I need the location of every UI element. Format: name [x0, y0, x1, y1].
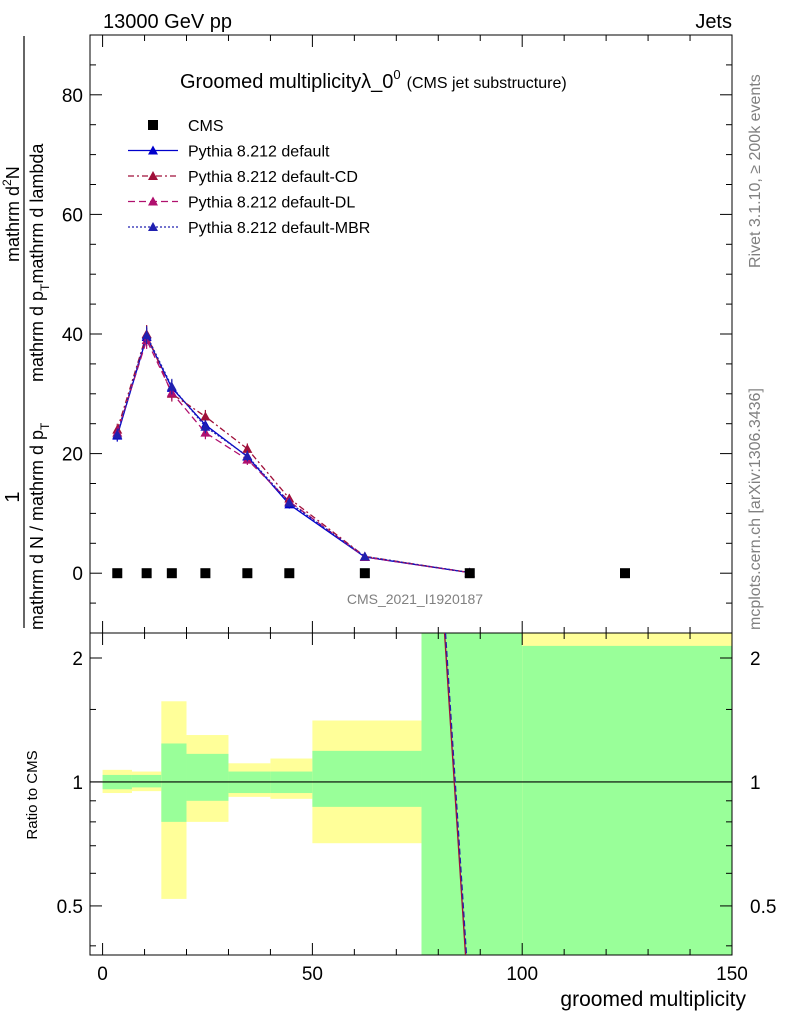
- legend-label: Pythia 8.212 default: [188, 144, 330, 161]
- legend-marker: [148, 171, 158, 180]
- y-tick-label: 80: [62, 86, 83, 107]
- ratio-tick-label-left: 0.5: [57, 897, 83, 918]
- series-marker: [141, 330, 152, 340]
- cms-data-marker: [200, 568, 211, 579]
- y-label-frac-one: 1: [2, 491, 24, 502]
- ratio-band-green: [312, 750, 422, 807]
- y-label-numerator-frac: mathrm d2N: [0, 166, 23, 262]
- series-line: [116, 335, 470, 574]
- legend-label: CMS: [188, 118, 224, 135]
- x-tick-label: 150: [716, 964, 748, 985]
- legend-marker: [148, 222, 158, 231]
- series-line: [116, 338, 470, 574]
- y-label-denom-a: mathrm d N / mathrm d p: [27, 430, 47, 630]
- series-line: [116, 332, 470, 574]
- y-label-num-b: N: [3, 166, 23, 179]
- cms-data-marker: [141, 568, 152, 579]
- x-tick-label: 50: [302, 964, 323, 985]
- ratio-band-green: [522, 645, 732, 955]
- axes: 0 50 100 150 0 20 40 60 80 0.5 0.5 1 1 2 2: [57, 34, 776, 985]
- ratio-tick-label-left: 2: [72, 649, 83, 670]
- cms-data-marker: [464, 568, 475, 579]
- y-label-denom-sub: T: [38, 422, 52, 430]
- ratio-tick-label-right: 0.5: [750, 897, 776, 918]
- chart-title-sup: 0: [393, 67, 400, 82]
- chart-subtitle: (CMS jet substructure): [407, 75, 567, 92]
- ratio-tick-label-right: 2: [750, 649, 761, 670]
- series-marker: [166, 381, 177, 391]
- chart-title-main: Groomed multiplicityλ_0: [180, 71, 393, 93]
- legend-label: Pythia 8.212 default-MBR: [188, 220, 370, 237]
- legend: CMS Pythia 8.212 default Pythia 8.212 defa…: [128, 118, 370, 237]
- process-label: Jets: [695, 11, 732, 33]
- y-tick-label: 0: [72, 564, 83, 585]
- y-tick-label: 40: [62, 325, 83, 346]
- ratio-band-green: [131, 774, 162, 788]
- x-tick-label: 100: [506, 964, 538, 985]
- y-tick-label: 60: [62, 205, 83, 226]
- legend-marker: [148, 145, 158, 155]
- cms-data-marker: [166, 568, 177, 579]
- y-label-num-a: mathrm d: [3, 186, 23, 262]
- ratio-content: [90, 632, 732, 956]
- ratio-line-cd: [443, 632, 467, 956]
- ratio-tick-label-right: 1: [750, 773, 761, 794]
- cms-data-marker: [112, 568, 123, 579]
- legend-marker-cms: [148, 120, 158, 130]
- y-label-denominator: mathrm d N / mathrm d pT: [27, 422, 52, 630]
- ratio-band-green: [186, 753, 229, 801]
- ratio-tick-label-left: 1: [72, 773, 83, 794]
- ratio-plot-frame: [89, 632, 733, 956]
- y-label-rest-a: mathrm d p: [27, 291, 47, 382]
- series-marker: [242, 450, 253, 460]
- ratio-band-green: [421, 633, 523, 955]
- series-marker: [112, 429, 123, 439]
- legend-label: Pythia 8.212 default-CD: [188, 169, 358, 186]
- series-marker: [284, 497, 295, 507]
- series-layer: [112, 325, 630, 579]
- cms-data-marker: [242, 568, 253, 579]
- legend-label: Pythia 8.212 default-DL: [188, 195, 355, 212]
- series-line: [116, 333, 470, 574]
- legend-marker: [148, 196, 158, 206]
- collision-label: 13000 GeV pp: [103, 11, 232, 33]
- cms-data-marker: [284, 568, 295, 579]
- cms-data-marker: [359, 568, 370, 579]
- analysis-watermark: CMS_2021_I1920187: [347, 591, 483, 607]
- series-marker: [200, 421, 211, 431]
- ratio-bands: [102, 633, 732, 955]
- series-marker: [359, 551, 370, 561]
- mcplots-label: mcplots.cern.ch [arXiv:1306.3436]: [747, 388, 764, 630]
- ratio-band-green: [161, 743, 187, 822]
- y-label-num-sup: 2: [0, 179, 14, 186]
- main-plot-frame: [89, 34, 733, 634]
- cms-data-marker: [620, 568, 630, 579]
- x-axis-label: groomed multiplicity: [560, 988, 746, 1011]
- series-marker: [242, 443, 253, 453]
- y-axis-label: 1 mathrm d N / mathrm d pT mathrm d2N ma…: [0, 36, 52, 630]
- rivet-version-label: Rivet 3.1.10, ≥ 200k events: [747, 74, 764, 268]
- y-label-rest: mathrm d pTmathrm d lambda: [27, 143, 52, 382]
- y-tick-label: 20: [62, 445, 83, 466]
- x-tick-label: 0: [97, 964, 108, 985]
- chart-title: Groomed multiplicityλ_00 (CMS jet substru…: [180, 67, 567, 93]
- series-marker: [200, 411, 211, 421]
- y-label-rest-b: mathrm d lambda: [27, 143, 47, 284]
- ratio-y-label: Ratio to CMS: [24, 750, 41, 839]
- y-label-rest-sub: T: [38, 283, 52, 291]
